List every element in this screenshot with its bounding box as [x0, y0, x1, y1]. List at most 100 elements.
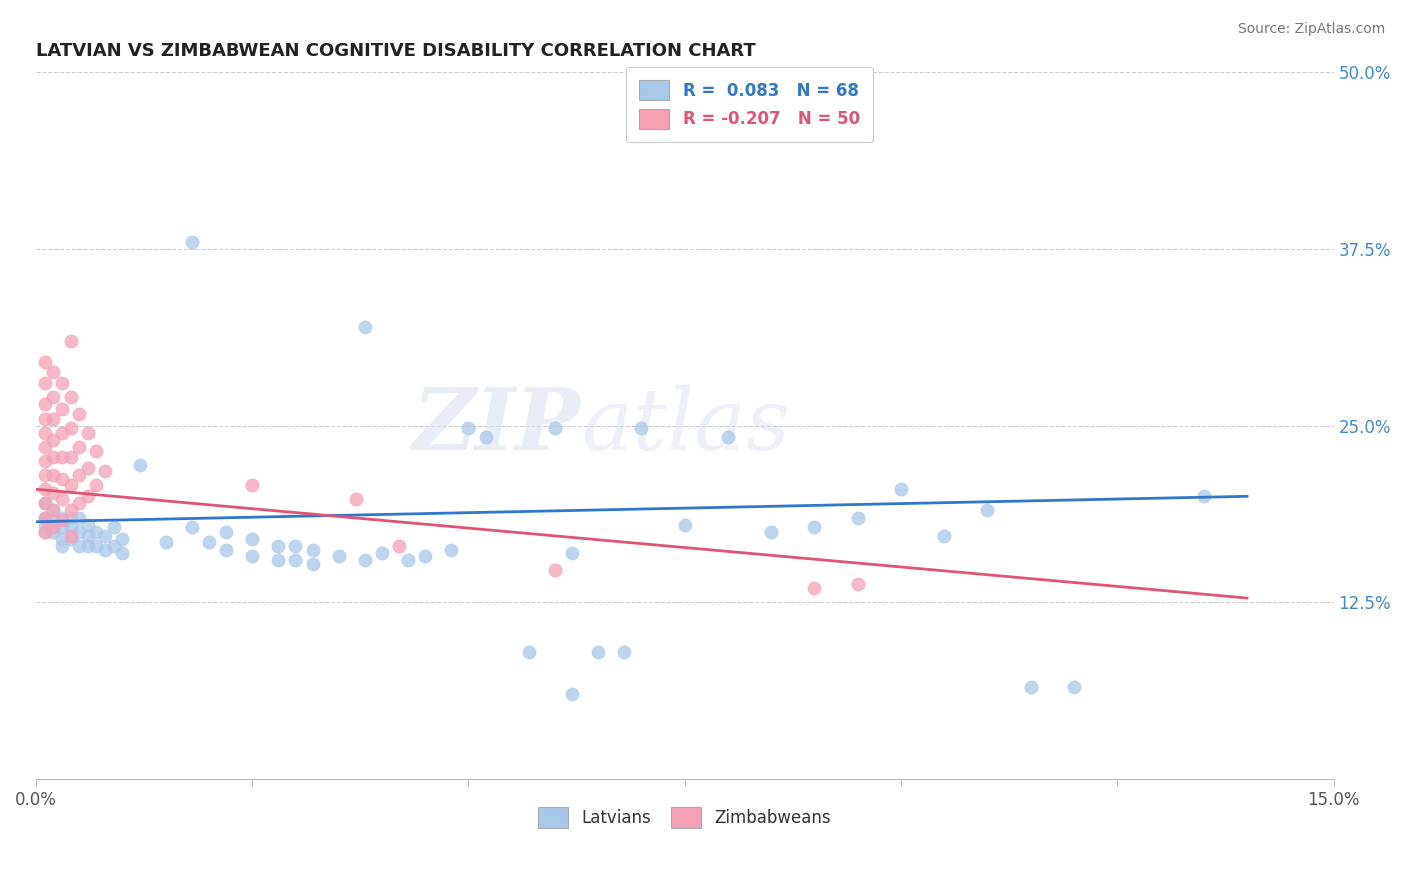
Point [34, 510, 56, 524]
Point [34, 524, 56, 539]
Point [76, 425, 98, 440]
Point [86, 539, 108, 553]
Point [34, 510, 56, 524]
Point [215, 543, 238, 558]
Point [544, 563, 567, 577]
Point [353, 319, 375, 334]
Point [34, 355, 56, 369]
Point [76, 529, 98, 543]
Point [86, 444, 108, 458]
Point [301, 543, 323, 558]
Point [34, 454, 56, 468]
Point [59, 520, 82, 534]
Point [67, 440, 90, 454]
Point [51, 450, 73, 464]
Point [59, 334, 82, 348]
Point [198, 534, 221, 549]
Point [180, 520, 202, 534]
Point [846, 577, 869, 591]
Point [284, 539, 307, 553]
Point [388, 539, 411, 553]
Point [353, 553, 375, 567]
Point [94, 464, 117, 478]
Point [42, 486, 65, 500]
Point [240, 478, 263, 492]
Point [51, 376, 73, 391]
Point [34, 440, 56, 454]
Point [613, 645, 636, 659]
Point [59, 532, 82, 546]
Point [67, 496, 90, 510]
Point [111, 546, 134, 560]
Legend: Latvians, Zimbabweans: Latvians, Zimbabweans [531, 800, 838, 834]
Point [976, 503, 998, 517]
Point [240, 549, 263, 563]
Point [67, 408, 90, 422]
Text: LATVIAN VS ZIMBABWEAN COGNITIVE DISABILITY CORRELATION CHART: LATVIAN VS ZIMBABWEAN COGNITIVE DISABILI… [37, 42, 755, 60]
Point [34, 517, 56, 532]
Point [42, 365, 65, 379]
Point [267, 539, 290, 553]
Point [42, 503, 65, 517]
Point [517, 645, 540, 659]
Point [42, 524, 65, 539]
Point [34, 411, 56, 425]
Point [103, 539, 125, 553]
Point [215, 524, 238, 539]
Point [51, 401, 73, 416]
Point [1192, 489, 1215, 503]
Point [301, 557, 323, 571]
Point [890, 482, 912, 496]
Point [51, 539, 73, 553]
Point [846, 510, 869, 524]
Point [42, 520, 65, 534]
Point [51, 472, 73, 486]
Point [34, 496, 56, 510]
Point [240, 532, 263, 546]
Point [86, 478, 108, 492]
Point [34, 482, 56, 496]
Point [34, 496, 56, 510]
Point [94, 529, 117, 543]
Point [59, 450, 82, 464]
Point [413, 549, 436, 563]
Point [396, 553, 419, 567]
Point [1063, 680, 1085, 694]
Point [371, 546, 394, 560]
Point [561, 546, 583, 560]
Point [67, 468, 90, 483]
Point [76, 489, 98, 503]
Point [284, 553, 307, 567]
Point [1019, 680, 1042, 694]
Point [111, 532, 134, 546]
Point [267, 553, 290, 567]
Point [42, 510, 65, 524]
Point [94, 543, 117, 558]
Point [76, 461, 98, 475]
Point [34, 468, 56, 483]
Point [51, 425, 73, 440]
Point [34, 524, 56, 539]
Point [344, 492, 367, 507]
Text: ZIP: ZIP [413, 384, 581, 467]
Point [51, 532, 73, 546]
Point [630, 421, 652, 435]
Point [586, 645, 609, 659]
Point [34, 376, 56, 391]
Point [474, 430, 496, 444]
Point [803, 520, 825, 534]
Point [51, 513, 73, 527]
Point [328, 549, 350, 563]
Point [34, 425, 56, 440]
Point [59, 510, 82, 524]
Point [42, 517, 65, 532]
Point [457, 421, 479, 435]
Point [59, 478, 82, 492]
Point [67, 524, 90, 539]
Point [934, 529, 956, 543]
Point [76, 517, 98, 532]
Point [42, 433, 65, 447]
Point [51, 492, 73, 507]
Point [34, 397, 56, 411]
Point [544, 421, 567, 435]
